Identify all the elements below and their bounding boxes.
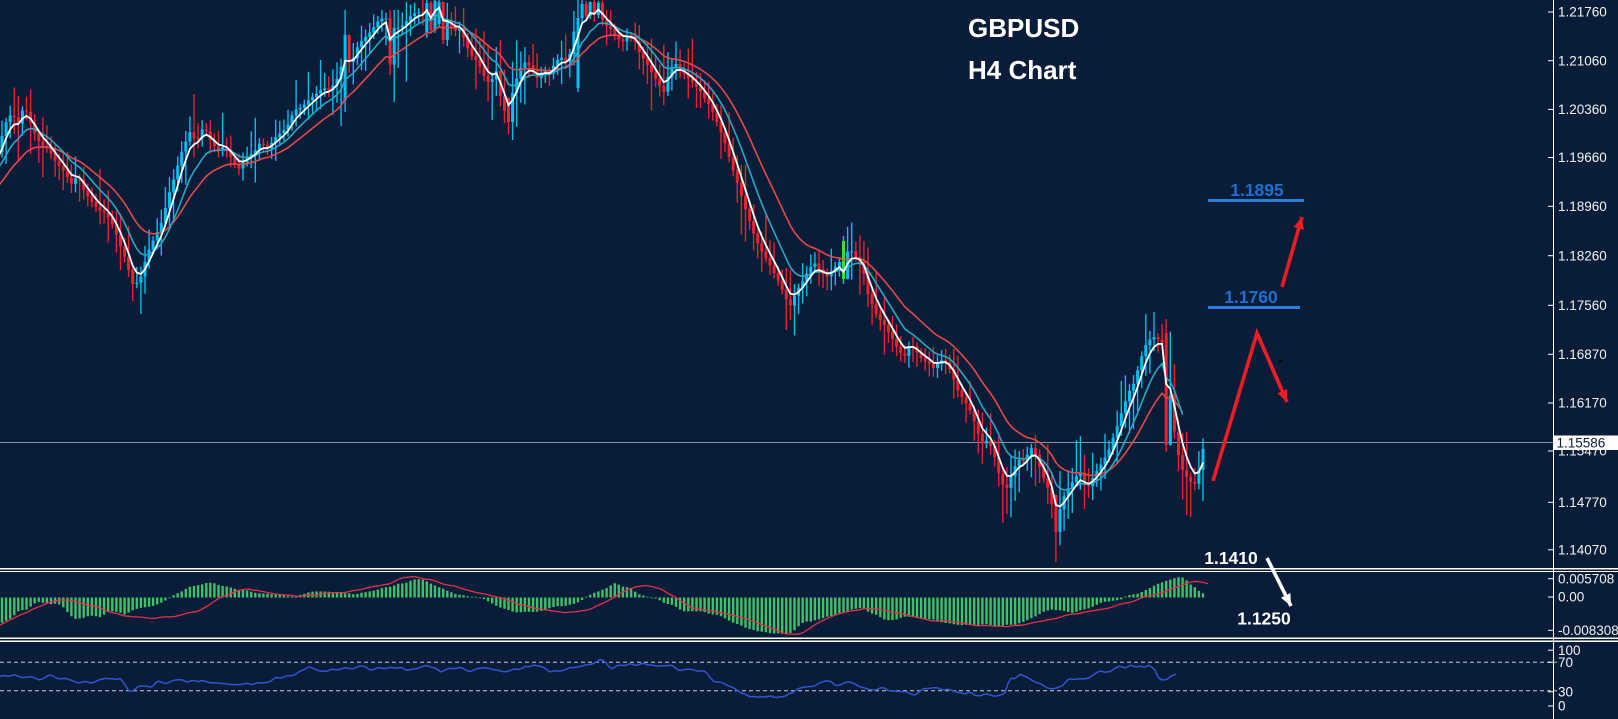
svg-text:H4 Chart: H4 Chart	[968, 55, 1077, 85]
svg-text:1.1760: 1.1760	[1224, 287, 1278, 307]
svg-text:1.21060: 1.21060	[1558, 53, 1607, 68]
svg-text:1.16870: 1.16870	[1558, 347, 1607, 362]
svg-text:1.18960: 1.18960	[1558, 199, 1607, 214]
svg-text:1.1250: 1.1250	[1237, 609, 1291, 629]
svg-text:0: 0	[1558, 699, 1566, 714]
svg-text:1.14070: 1.14070	[1558, 543, 1607, 558]
svg-text:1.19660: 1.19660	[1558, 150, 1607, 165]
svg-text:1.18260: 1.18260	[1558, 248, 1607, 263]
svg-text:1.20360: 1.20360	[1558, 102, 1607, 117]
svg-text:-0.008308: -0.008308	[1558, 623, 1618, 638]
svg-text:1.15586: 1.15586	[1557, 435, 1606, 450]
svg-text:1.14770: 1.14770	[1558, 495, 1607, 510]
svg-text:1.17560: 1.17560	[1558, 298, 1607, 313]
svg-text:1.1895: 1.1895	[1230, 180, 1284, 200]
svg-text:1.21760: 1.21760	[1558, 5, 1607, 20]
svg-text:70: 70	[1558, 655, 1573, 670]
svg-text:0.005708: 0.005708	[1558, 571, 1614, 586]
svg-text:0.00: 0.00	[1558, 590, 1584, 605]
svg-text:30: 30	[1558, 685, 1573, 700]
svg-text:100: 100	[1558, 643, 1581, 658]
svg-text:GBPUSD: GBPUSD	[968, 13, 1079, 43]
svg-text:1.1410: 1.1410	[1204, 548, 1258, 568]
svg-text:1.16170: 1.16170	[1558, 396, 1607, 411]
